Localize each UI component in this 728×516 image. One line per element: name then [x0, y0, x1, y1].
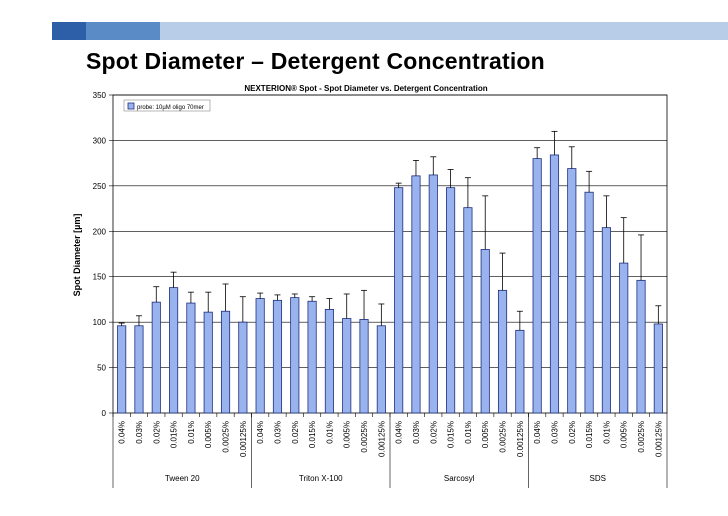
grid-lines [112, 94, 668, 414]
bar [376, 325, 386, 414]
x-tick-label: 0.01% [187, 421, 196, 444]
accent-bar-mid [86, 22, 160, 40]
x-tick-label: 0.015% [447, 421, 456, 448]
bar [636, 279, 646, 414]
bar [480, 249, 490, 414]
x-tick-label: 0.00125% [239, 421, 248, 457]
x-tick-label: 0.04% [395, 421, 404, 444]
x-tick-label: 0.005% [204, 421, 213, 448]
title-accent-bar [0, 22, 728, 40]
y-tick-label: 50 [97, 364, 106, 373]
y-axis-label: Spot Diameter [µm] [72, 214, 82, 297]
bar [653, 323, 663, 414]
bar [134, 325, 144, 414]
group-labels: Tween 20 Triton X-100 Sarcosyl SDS [112, 413, 668, 488]
x-tick-label: 0.01% [464, 421, 473, 444]
bar [515, 329, 525, 414]
bar [220, 310, 231, 414]
group-label: Sarcosyl [444, 474, 475, 483]
bar [411, 175, 421, 414]
x-tick-label: 0.03% [273, 421, 282, 444]
accent-bar-light [160, 22, 728, 40]
bar [394, 187, 404, 414]
legend-label: probe: 10µM oligo 70mer [137, 105, 204, 111]
x-tick-label: 0.02% [568, 421, 577, 444]
x-tick-label: 0.005% [620, 421, 629, 448]
x-tick-label: 0.04% [533, 421, 542, 444]
x-tick-label: 0.03% [550, 421, 559, 444]
x-tick-label: 0.015% [585, 421, 594, 448]
x-tick-label: 0.0025% [222, 421, 231, 453]
accent-bar-dark [52, 22, 86, 40]
bar [238, 321, 248, 414]
x-tick-label: 0.0025% [360, 421, 369, 453]
x-tick-label: 0.02% [429, 421, 438, 444]
y-tick-label: 300 [93, 136, 107, 145]
error-bars [118, 130, 662, 331]
y-tick-label: 150 [93, 273, 107, 282]
x-tick-label: 0.01% [325, 421, 334, 444]
bar [601, 227, 611, 414]
bar [117, 325, 127, 414]
y-tick-label: 350 [93, 91, 107, 100]
x-tick-label: 0.04% [256, 421, 265, 444]
bar [203, 311, 213, 414]
chart-title: NEXTERION® Spot - Spot Diameter vs. Dete… [244, 84, 487, 93]
x-tick-label: 0.015% [308, 421, 317, 448]
bar [619, 262, 629, 414]
bar [446, 187, 456, 414]
bar [169, 287, 179, 414]
x-tick-label: 0.0025% [637, 421, 646, 453]
y-tick-label: 100 [93, 318, 107, 327]
y-tick-label: 250 [93, 182, 107, 191]
plot-area [112, 94, 668, 414]
x-tick-label: 0.00125% [654, 421, 663, 457]
x-tick-label: 0.0025% [499, 421, 508, 453]
x-tick-label: 0.00125% [377, 421, 386, 457]
legend-swatch [127, 102, 135, 110]
bar [549, 154, 560, 414]
x-tick-label: 0.01% [602, 421, 611, 444]
bars [117, 154, 663, 414]
legend: probe: 10µM oligo 70mer [123, 99, 211, 112]
bar [186, 302, 196, 414]
group-label: Triton X-100 [299, 474, 343, 483]
bar [151, 301, 161, 414]
bar [497, 289, 508, 414]
x-tick-label: 0.02% [152, 421, 161, 444]
x-tick-label: 0.005% [481, 421, 490, 448]
x-tick-label: 0.02% [291, 421, 300, 444]
x-tick-label: 0.00125% [516, 421, 525, 457]
bar [532, 158, 542, 414]
bar [584, 191, 594, 414]
y-axis-ticks: 0 50 100 150 200 250 300 350 [93, 91, 113, 418]
group-label: SDS [590, 474, 606, 483]
x-tick-label: 0.04% [118, 421, 127, 444]
y-tick-label: 200 [93, 227, 107, 236]
legend-box [123, 99, 211, 112]
bar [342, 318, 352, 414]
slide-title: Spot Diameter – Detergent Concentration [86, 48, 545, 74]
y-tick-label: 0 [102, 409, 107, 418]
x-tick-label: 0.015% [170, 421, 179, 448]
group-label: Tween 20 [165, 474, 200, 483]
x-tick-label: 0.005% [343, 421, 352, 448]
bar [359, 319, 369, 414]
bar [290, 297, 300, 414]
bar [567, 168, 577, 414]
bar [272, 299, 283, 414]
bar [428, 174, 438, 414]
bar [324, 309, 334, 414]
x-axis-ticks: 0.04% 0.03% 0.02% 0.015% 0.01% 0.005% 0.0025% 0… [112, 413, 663, 457]
x-tick-label: 0.03% [135, 421, 144, 444]
bar [255, 298, 265, 414]
bar [463, 207, 473, 414]
bar [307, 300, 317, 414]
x-tick-label: 0.03% [412, 421, 421, 444]
